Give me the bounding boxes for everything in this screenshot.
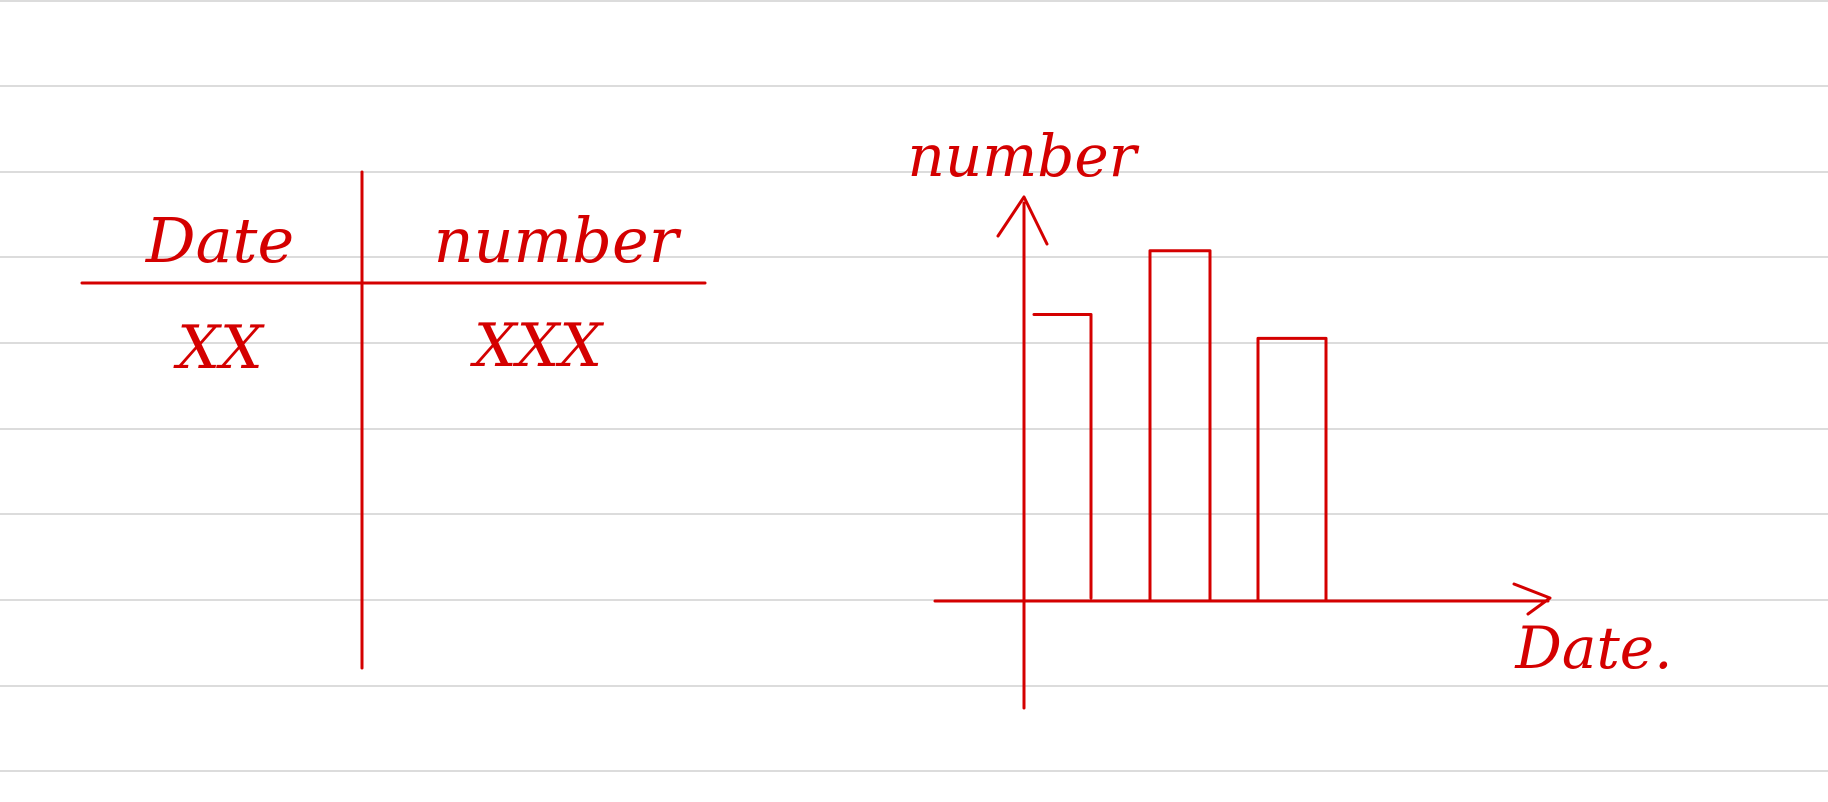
bar-1 xyxy=(1032,312,1093,600)
y-axis-label: number xyxy=(908,122,1140,190)
table-header-number: number xyxy=(434,204,682,277)
bar-3 xyxy=(1256,336,1328,603)
bars xyxy=(1032,249,1328,603)
bar-chart: number Date. xyxy=(908,122,1673,710)
ruled-lines xyxy=(0,0,1828,772)
x-axis-label: Date. xyxy=(1514,614,1672,682)
table-cell-date: XX xyxy=(173,313,265,383)
t-table: Date number XX XXX xyxy=(80,170,707,670)
x-axis-arrowhead xyxy=(1512,582,1552,616)
table-cell-number: XXX xyxy=(470,311,604,381)
table-header-date: Date xyxy=(145,204,294,277)
y-axis-arrowhead xyxy=(996,195,1049,246)
bar-2 xyxy=(1148,249,1212,603)
